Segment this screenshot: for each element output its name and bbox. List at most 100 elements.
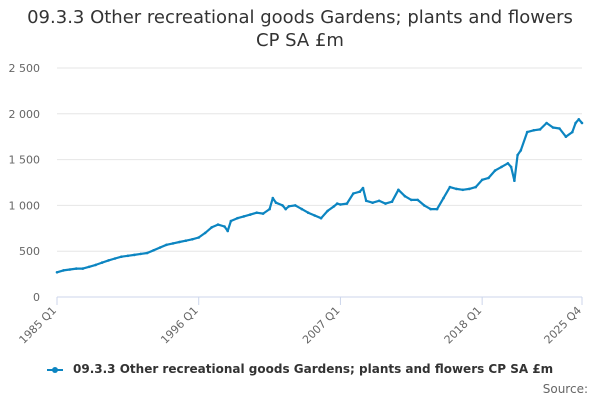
data-point[interactable] — [377, 199, 381, 203]
data-point[interactable] — [152, 249, 155, 252]
y-tick-label: 500 — [19, 245, 40, 258]
data-point[interactable] — [574, 121, 577, 125]
data-point[interactable] — [191, 238, 194, 241]
data-point[interactable] — [216, 223, 220, 226]
data-point[interactable] — [184, 239, 188, 242]
data-point[interactable] — [197, 236, 200, 239]
data-point[interactable] — [261, 212, 265, 215]
data-point[interactable] — [442, 196, 445, 200]
y-tick-label: 2 000 — [9, 108, 41, 121]
data-point[interactable] — [81, 267, 85, 270]
data-point[interactable] — [358, 190, 362, 193]
data-point[interactable] — [435, 207, 439, 211]
data-point[interactable] — [571, 130, 574, 134]
data-point[interactable] — [226, 229, 229, 233]
data-point[interactable] — [390, 200, 394, 203]
data-point[interactable] — [255, 211, 258, 214]
data-point[interactable] — [62, 269, 65, 272]
data-point[interactable] — [506, 162, 510, 165]
data-point[interactable] — [120, 255, 123, 258]
data-point[interactable] — [126, 254, 130, 258]
data-point[interactable] — [107, 259, 110, 262]
legend[interactable]: 09.3.3 Other recreational goods Gardens;… — [0, 362, 600, 376]
data-point[interactable] — [480, 178, 484, 182]
x-tick-label: 2025 Q4 — [542, 304, 585, 347]
data-point[interactable] — [493, 169, 497, 172]
series-line[interactable] — [56, 118, 583, 274]
data-point[interactable] — [455, 187, 458, 191]
data-point[interactable] — [332, 205, 336, 208]
data-point[interactable] — [274, 201, 278, 204]
data-point[interactable] — [519, 149, 523, 152]
data-point[interactable] — [300, 207, 304, 211]
data-point[interactable] — [203, 231, 207, 235]
data-point[interactable] — [410, 198, 413, 202]
data-point[interactable] — [133, 253, 136, 257]
data-point[interactable] — [284, 207, 288, 211]
data-point[interactable] — [326, 209, 329, 213]
data-point[interactable] — [558, 127, 561, 130]
data-point[interactable] — [551, 126, 555, 129]
data-point[interactable] — [516, 153, 519, 157]
data-point[interactable] — [371, 201, 374, 204]
data-point[interactable] — [313, 214, 317, 217]
data-point[interactable] — [352, 192, 355, 195]
data-point[interactable] — [532, 129, 535, 132]
data-point[interactable] — [416, 198, 420, 202]
data-point[interactable] — [403, 194, 407, 198]
data-point[interactable] — [339, 203, 342, 206]
data-point[interactable] — [171, 242, 175, 245]
data-point[interactable] — [525, 130, 529, 134]
data-point[interactable] — [538, 128, 542, 131]
data-point[interactable] — [294, 204, 297, 207]
data-point[interactable] — [335, 202, 339, 205]
data-point[interactable] — [397, 188, 400, 192]
data-point[interactable] — [448, 185, 452, 189]
data-point[interactable] — [487, 176, 490, 180]
data-point[interactable] — [268, 207, 271, 211]
data-point[interactable] — [229, 219, 233, 223]
data-point[interactable] — [384, 202, 387, 205]
data-point[interactable] — [287, 205, 291, 208]
data-point[interactable] — [158, 246, 162, 249]
data-point[interactable] — [580, 121, 584, 125]
data-point[interactable] — [165, 243, 168, 247]
data-point[interactable] — [468, 187, 471, 191]
source-credit: Source: — [542, 382, 588, 396]
data-point[interactable] — [500, 165, 503, 169]
data-point[interactable] — [422, 204, 426, 207]
data-point[interactable] — [577, 118, 581, 121]
data-point[interactable] — [145, 251, 149, 255]
x-axis: 1985 Q1 1996 Q1 2007 Q1 2018 Q1 2025 Q4 — [17, 296, 585, 347]
data-point[interactable] — [361, 186, 365, 190]
data-point[interactable] — [113, 257, 117, 260]
data-point[interactable] — [461, 188, 465, 192]
data-point[interactable] — [429, 207, 432, 211]
data-point[interactable] — [178, 240, 181, 244]
data-point[interactable] — [55, 271, 59, 274]
data-point[interactable] — [87, 265, 91, 269]
data-point[interactable] — [281, 204, 284, 207]
data-point[interactable] — [242, 215, 246, 218]
data-point[interactable] — [75, 267, 78, 270]
data-point[interactable] — [223, 225, 226, 228]
data-point[interactable] — [210, 226, 213, 229]
data-point[interactable] — [509, 165, 513, 169]
data-point[interactable] — [513, 179, 516, 182]
data-point[interactable] — [139, 252, 142, 256]
data-point[interactable] — [564, 135, 568, 138]
data-point[interactable] — [249, 213, 252, 216]
data-point[interactable] — [271, 196, 275, 200]
data-point[interactable] — [474, 185, 478, 189]
data-point[interactable] — [100, 261, 104, 264]
data-point[interactable] — [68, 268, 72, 271]
data-point[interactable] — [236, 216, 239, 220]
data-point[interactable] — [319, 216, 323, 220]
data-point[interactable] — [545, 121, 548, 125]
x-tick-label: 1985 Q1 — [17, 304, 60, 347]
data-point[interactable] — [94, 263, 97, 267]
data-point[interactable] — [345, 202, 349, 205]
legend-swatch — [46, 366, 63, 373]
data-point[interactable] — [364, 199, 368, 203]
data-point[interactable] — [306, 211, 310, 214]
